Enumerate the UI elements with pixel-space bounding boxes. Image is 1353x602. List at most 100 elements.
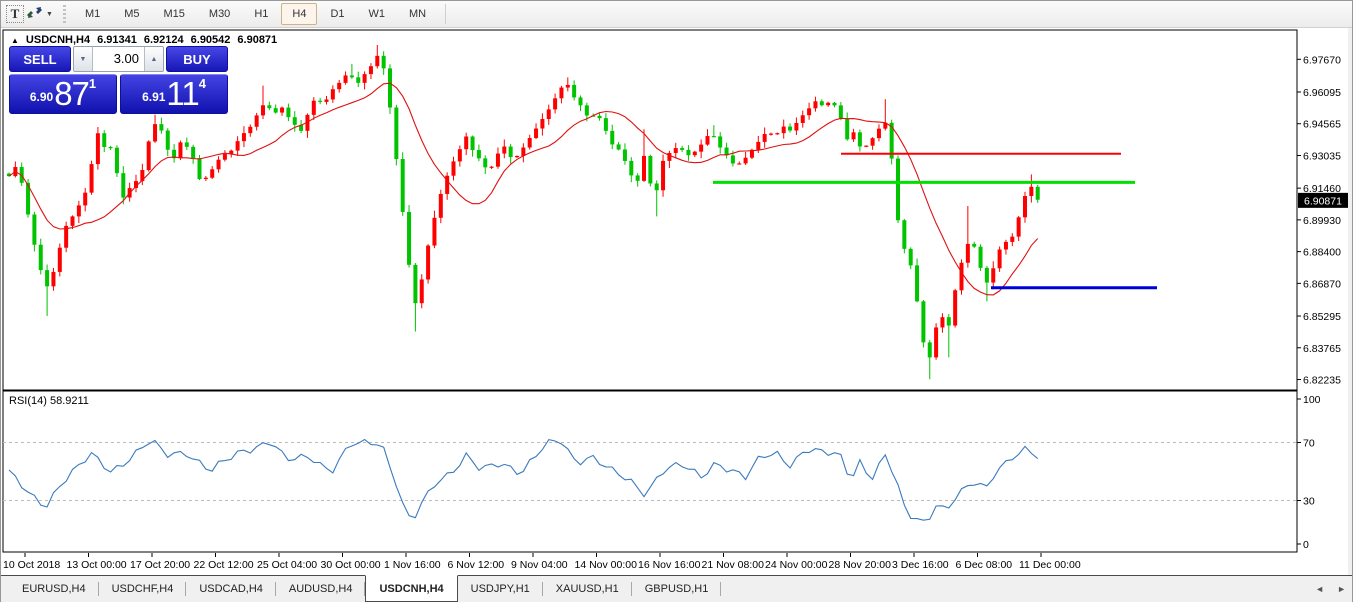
- chart-title: ▲ USDCNH,H4 6.91341 6.92124 6.90542 6.90…: [11, 34, 277, 46]
- tab-eurusd-h4[interactable]: EURUSD,H4: [9, 576, 99, 602]
- volume-decrease-button[interactable]: ▼: [74, 47, 93, 71]
- tab-usdchf-h4[interactable]: USDCHF,H4: [99, 576, 187, 602]
- timeframe-button-m5[interactable]: M5: [113, 3, 150, 25]
- timeframe-button-m30[interactable]: M30: [198, 3, 241, 25]
- svg-text:6.90871: 6.90871: [1304, 195, 1342, 207]
- tab-usdcnh-h4[interactable]: USDCNH,H4: [365, 575, 458, 602]
- tab-usdjpy-h1[interactable]: USDJPY,H1: [458, 576, 543, 602]
- tab-gbpusd-h1[interactable]: GBPUSD,H1: [632, 576, 722, 602]
- tab-usdcad-h4[interactable]: USDCAD,H4: [186, 576, 276, 602]
- svg-text:24 Nov 00:00: 24 Nov 00:00: [765, 559, 828, 571]
- rsi-pane[interactable]: [2, 390, 1298, 553]
- timeframe-button-mn[interactable]: MN: [398, 3, 437, 25]
- ma-line[interactable]: [8, 82, 1039, 296]
- svg-text:6.82235: 6.82235: [1303, 375, 1341, 387]
- one-click-trading-panel: SELL ▼ 3.00 ▲ BUY 6.90 87 1: [9, 46, 228, 114]
- text-label-tool-button[interactable]: T: [4, 3, 26, 25]
- tab-scroll-right-icon[interactable]: ►: [1337, 584, 1346, 594]
- tab-scroll-left-icon[interactable]: ◄: [1315, 584, 1325, 594]
- svg-text:14 Nov 00:00: 14 Nov 00:00: [575, 559, 638, 571]
- sell-price-pip: 1: [88, 76, 97, 91]
- buy-button[interactable]: BUY: [166, 46, 228, 72]
- buy-price-small: 6.91: [142, 90, 166, 104]
- tab-audusd-h4[interactable]: AUDUSD,H4: [276, 576, 366, 602]
- svg-text:6.89930: 6.89930: [1303, 215, 1341, 227]
- svg-text:21 Nov 08:00: 21 Nov 08:00: [702, 559, 765, 571]
- svg-text:6.86870: 6.86870: [1303, 278, 1341, 290]
- timeframe-button-h1[interactable]: H1: [243, 3, 279, 25]
- double-arrows-icon: [26, 5, 43, 23]
- triangle-up-icon: ▲: [150, 55, 158, 63]
- svg-text:30: 30: [1303, 496, 1315, 508]
- buy-price-big: 11: [166, 75, 199, 112]
- text-tool-icon: T: [5, 5, 25, 23]
- candles: [7, 44, 1040, 380]
- volume-increase-button[interactable]: ▲: [144, 47, 163, 71]
- svg-text:6.83765: 6.83765: [1303, 343, 1341, 355]
- ohlc-open: 6.91341: [97, 34, 137, 46]
- svg-text:6.94565: 6.94565: [1303, 119, 1341, 131]
- ohlc-close: 6.90871: [237, 34, 278, 46]
- arrange-charts-button[interactable]: ▼: [26, 3, 53, 25]
- svg-text:6 Nov 12:00: 6 Nov 12:00: [448, 559, 505, 571]
- buy-price-panel[interactable]: 6.91 11 4: [120, 74, 228, 114]
- time-axis: 10 Oct 2018 13 Oct 00:00 17 Oct 20:00 22 Oc…: [3, 553, 1081, 571]
- volume-stepper: ▼ 3.00 ▲: [73, 46, 164, 72]
- tab-label: USDJPY,H1: [470, 583, 530, 595]
- timeframe-button-group: M1 M5 M15 M30 H1 H4 D1 W1 MN: [74, 3, 437, 25]
- svg-text:11 Dec 00:00: 11 Dec 00:00: [1019, 559, 1081, 571]
- toolbar-separator: [445, 4, 447, 24]
- rsi-label: RSI(14) 58.9211: [9, 395, 89, 407]
- current-price-label: [1298, 192, 1349, 208]
- tab-label: AUDUSD,H4: [288, 583, 353, 595]
- right-margin: [1348, 28, 1352, 575]
- rsi-axis: 100 70 30 0: [1297, 394, 1321, 551]
- timeframe-button-m1[interactable]: M1: [74, 3, 111, 25]
- tab-label: USDCHF,H4: [111, 583, 174, 595]
- tab-xauusd-h1[interactable]: XAUUSD,H1: [543, 576, 632, 602]
- svg-text:22 Oct 12:00: 22 Oct 12:00: [194, 559, 254, 571]
- ohlc-high: 6.92124: [143, 34, 184, 46]
- chart-region[interactable]: 6.97670 6.96095 6.94565 6.93035 6.91460 6.899…: [1, 28, 1352, 575]
- expand-triangle-icon[interactable]: ▲: [11, 35, 19, 45]
- svg-text:0: 0: [1303, 539, 1309, 551]
- svg-text:16 Nov 16:00: 16 Nov 16:00: [638, 559, 701, 571]
- svg-text:6.85295: 6.85295: [1303, 311, 1341, 323]
- chart-tabs: EURUSD,H4 USDCHF,H4 USDCAD,H4 AUDUSD,H4 USDC…: [9, 575, 722, 602]
- svg-text:6.96095: 6.96095: [1303, 87, 1341, 99]
- tab-label: XAUUSD,H1: [555, 583, 619, 595]
- svg-text:10 Oct 2018: 10 Oct 2018: [3, 559, 60, 571]
- svg-text:30 Oct 00:00: 30 Oct 00:00: [321, 559, 381, 571]
- timeframe-button-m15[interactable]: M15: [153, 3, 196, 25]
- chart-canvas[interactable]: 6.97670 6.96095 6.94565 6.93035 6.91460 6.899…: [1, 28, 1353, 575]
- toolbar: T ▼ M1 M5 M15 M30 H1 H4 D1 W1 MN: [1, 1, 1352, 28]
- chart-tab-bar: EURUSD,H4 USDCHF,H4 USDCAD,H4 AUDUSD,H4 USDC…: [1, 575, 1352, 602]
- chart-symbol-period: USDCNH,H4: [25, 34, 91, 46]
- tab-label: GBPUSD,H1: [644, 583, 709, 595]
- svg-text:6.91460: 6.91460: [1303, 183, 1341, 195]
- timeframe-button-h4[interactable]: H4: [281, 3, 318, 25]
- svg-text:6.88400: 6.88400: [1303, 247, 1341, 259]
- tab-label: EURUSD,H4: [22, 583, 86, 595]
- svg-text:9 Nov 04:00: 9 Nov 04:00: [511, 559, 568, 571]
- chevron-down-icon: ▼: [46, 10, 53, 18]
- tab-scroll-arrows: ◄ ►: [1315, 576, 1346, 602]
- sell-price-small: 6.90: [29, 90, 54, 104]
- svg-text:6.93035: 6.93035: [1303, 150, 1341, 162]
- svg-text:17 Oct 20:00: 17 Oct 20:00: [130, 559, 190, 571]
- timeframe-button-w1[interactable]: W1: [358, 3, 397, 25]
- sell-button[interactable]: SELL: [9, 46, 71, 72]
- toolbar-gripper[interactable]: [62, 5, 66, 23]
- price-axis: 6.97670 6.96095 6.94565 6.93035 6.91460 6.899…: [1297, 54, 1349, 387]
- timeframe-button-d1[interactable]: D1: [319, 3, 355, 25]
- volume-input[interactable]: 3.00: [113, 51, 139, 66]
- svg-text:1 Nov 16:00: 1 Nov 16:00: [384, 559, 441, 571]
- tab-label: USDCNH,H4: [379, 582, 444, 595]
- rsi-line: [8, 438, 1039, 521]
- svg-text:6.97670: 6.97670: [1303, 54, 1341, 66]
- svg-text:28 Nov 20:00: 28 Nov 20:00: [829, 559, 892, 571]
- svg-text:6 Dec 08:00: 6 Dec 08:00: [956, 559, 1013, 571]
- sell-price-panel[interactable]: 6.90 87 1: [9, 74, 117, 114]
- ohlc-low: 6.90542: [190, 34, 231, 46]
